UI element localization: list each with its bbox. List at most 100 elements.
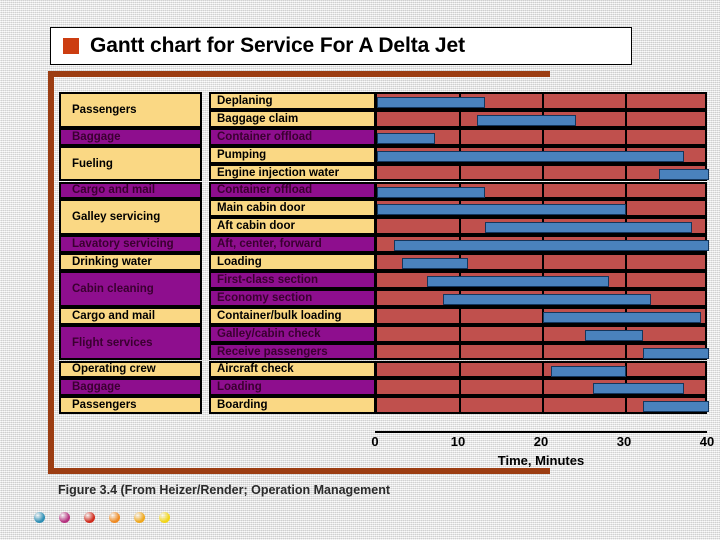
activity-group-label: Baggage bbox=[59, 127, 202, 146]
gantt-track bbox=[375, 163, 709, 182]
gantt-bar bbox=[377, 97, 485, 108]
gridline bbox=[542, 362, 544, 377]
gridline bbox=[459, 362, 461, 377]
gantt-bar bbox=[393, 240, 709, 252]
gantt-track bbox=[375, 378, 707, 397]
gantt-bar bbox=[543, 311, 701, 323]
gridline bbox=[625, 111, 627, 126]
bullet-square-icon bbox=[63, 38, 79, 54]
task-label: Receive passengers bbox=[209, 342, 376, 361]
time-axis-line bbox=[375, 431, 707, 433]
activity-group-label: Fueling bbox=[59, 145, 202, 182]
gantt-track bbox=[375, 199, 707, 218]
task-label: Container offload bbox=[209, 127, 376, 146]
gantt-track bbox=[375, 271, 707, 289]
gantt-bar bbox=[377, 204, 626, 216]
activity-group-label: Passengers bbox=[59, 396, 202, 415]
axis-tick-label: 40 bbox=[699, 434, 715, 449]
axis-tick-label: 10 bbox=[450, 434, 466, 449]
gantt-bar bbox=[426, 276, 610, 287]
task-label: Pumping bbox=[209, 145, 376, 164]
gridline bbox=[459, 129, 461, 144]
gantt-track bbox=[375, 306, 707, 325]
gantt-track bbox=[375, 253, 707, 271]
activity-group-label: Flight services bbox=[59, 324, 202, 361]
gantt-track bbox=[375, 342, 709, 361]
dot-yellow bbox=[159, 512, 170, 523]
gridline bbox=[542, 398, 544, 413]
task-label: Economy section bbox=[209, 288, 376, 307]
gridline bbox=[459, 398, 461, 413]
task-label: Aft, center, forward bbox=[209, 235, 376, 254]
activity-group-label: Lavatory servicing bbox=[59, 235, 202, 254]
gridline bbox=[459, 308, 461, 323]
gridline bbox=[459, 165, 461, 180]
task-label: Container/bulk loading bbox=[209, 306, 376, 325]
task-label: Container offload bbox=[209, 181, 376, 200]
gridline bbox=[542, 344, 544, 359]
task-label: Loading bbox=[209, 253, 376, 271]
dot-amber bbox=[134, 512, 145, 523]
gantt-track bbox=[375, 324, 707, 343]
gantt-bar bbox=[377, 132, 436, 144]
dot-orange bbox=[109, 512, 120, 523]
gantt-bar bbox=[476, 114, 577, 126]
gridline bbox=[625, 129, 627, 144]
gridline bbox=[542, 380, 544, 395]
gantt-bar bbox=[377, 186, 485, 198]
gantt-bar bbox=[584, 329, 643, 341]
gantt-track bbox=[375, 396, 709, 415]
gantt-bar bbox=[377, 150, 685, 162]
task-label: Aft cabin door bbox=[209, 217, 376, 236]
gantt-bar bbox=[642, 347, 709, 359]
task-label: First-class section bbox=[209, 271, 376, 289]
gantt-track bbox=[375, 360, 707, 379]
gantt-track bbox=[375, 235, 709, 254]
gantt-track bbox=[375, 109, 707, 128]
task-label: Engine injection water bbox=[209, 163, 376, 182]
gridline bbox=[459, 111, 461, 126]
activity-group-label: Galley servicing bbox=[59, 199, 202, 236]
gridline bbox=[542, 255, 544, 269]
gantt-bar bbox=[443, 293, 651, 305]
figure-caption: Figure 3.4 (From Heizer/Render; Operatio… bbox=[58, 483, 391, 497]
activity-group-label: Passengers bbox=[59, 92, 202, 128]
gantt-bar bbox=[642, 401, 709, 413]
gridline bbox=[625, 165, 627, 180]
gridline bbox=[542, 94, 544, 108]
gantt-track bbox=[375, 288, 707, 307]
task-label: Boarding bbox=[209, 396, 376, 415]
gridline bbox=[625, 183, 627, 198]
gantt-chart: Passengers Deplaning Baggage claim Baggage C… bbox=[59, 92, 709, 432]
gridline bbox=[625, 273, 627, 287]
gantt-track bbox=[375, 127, 707, 146]
axis-tick-label: 0 bbox=[371, 434, 379, 449]
gridline bbox=[542, 165, 544, 180]
dot-magenta bbox=[59, 512, 70, 523]
axis-title: Time, Minutes bbox=[497, 453, 585, 468]
decorative-dots bbox=[34, 512, 194, 528]
gantt-bar bbox=[659, 168, 709, 180]
gridline bbox=[459, 326, 461, 341]
activity-group-label: Cargo and mail bbox=[59, 181, 202, 200]
task-label: Galley/cabin check bbox=[209, 324, 376, 343]
activity-group-label: Baggage bbox=[59, 378, 202, 397]
task-label: Baggage claim bbox=[209, 109, 376, 128]
gantt-track bbox=[375, 181, 707, 200]
dot-red bbox=[84, 512, 95, 523]
gridline bbox=[625, 201, 627, 216]
task-label: Loading bbox=[209, 378, 376, 397]
decorative-frame bbox=[48, 71, 550, 474]
gantt-track bbox=[375, 145, 707, 164]
gantt-bar bbox=[401, 258, 469, 270]
gridline bbox=[542, 129, 544, 144]
gridline bbox=[542, 326, 544, 341]
page-title: Gantt chart for Service For A Delta Jet bbox=[90, 34, 465, 57]
activity-group-label: Operating crew bbox=[59, 360, 202, 379]
activity-group-label: Cargo and mail bbox=[59, 306, 202, 325]
gantt-track bbox=[375, 217, 707, 236]
gantt-bar bbox=[484, 222, 693, 234]
gridline bbox=[459, 380, 461, 395]
gantt-bar bbox=[551, 365, 626, 377]
task-label: Main cabin door bbox=[209, 199, 376, 218]
